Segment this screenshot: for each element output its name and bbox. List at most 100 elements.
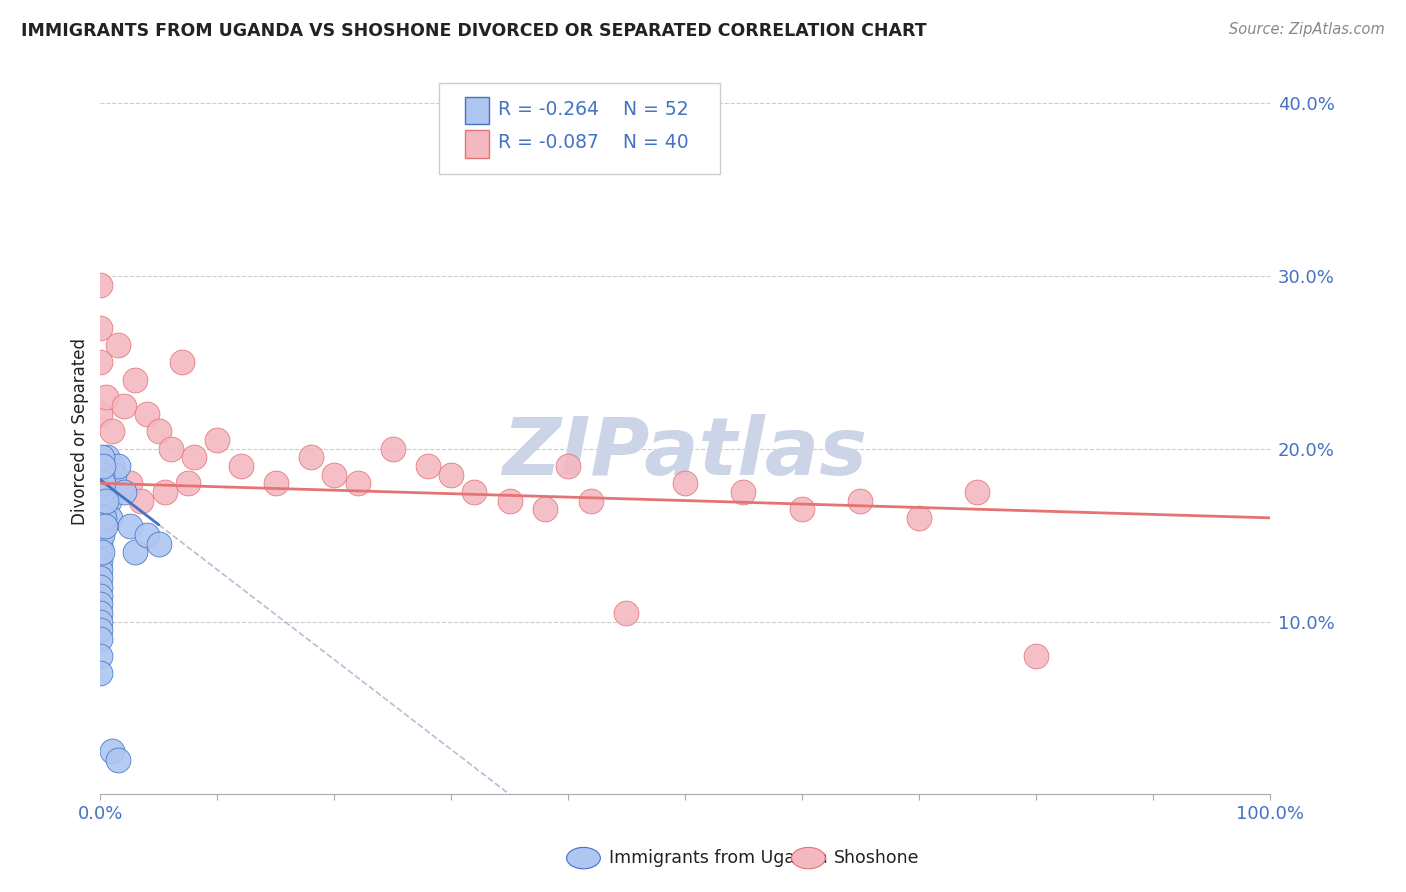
Point [89, 563, 111, 577]
Point [112, 484, 135, 499]
Point [90, 545, 112, 559]
Point [90, 450, 112, 465]
Point [124, 545, 146, 559]
Point [907, 511, 929, 525]
Text: IMMIGRANTS FROM UGANDA VS SHOSHONE DIVORCED OR SEPARATED CORRELATION CHART: IMMIGRANTS FROM UGANDA VS SHOSHONE DIVOR… [21, 22, 927, 40]
Point [183, 450, 205, 465]
Point [299, 450, 322, 465]
Point [98, 511, 121, 525]
Point [849, 493, 872, 508]
Bar [465, 97, 488, 124]
Point [136, 528, 159, 542]
Point [96, 450, 118, 465]
Text: Source: ZipAtlas.com: Source: ZipAtlas.com [1229, 22, 1385, 37]
Point [90, 528, 112, 542]
Point [89, 519, 111, 533]
Point [89, 554, 111, 568]
Point [90, 493, 112, 508]
Point [148, 537, 170, 551]
Point [172, 355, 194, 369]
Point [94, 493, 117, 508]
Point [148, 425, 170, 439]
Point [118, 519, 141, 533]
Point [103, 467, 125, 482]
Point [1025, 649, 1047, 664]
Point [966, 484, 988, 499]
Point [91, 458, 114, 473]
Point [89, 476, 111, 491]
Point [93, 502, 115, 516]
Point [96, 467, 118, 482]
Point [91, 476, 114, 491]
Point [93, 511, 115, 525]
Point [229, 458, 252, 473]
Point [323, 467, 346, 482]
Point [89, 528, 111, 542]
Point [89, 407, 111, 421]
Point [91, 476, 114, 491]
Point [124, 373, 146, 387]
Point [90, 476, 112, 491]
Point [89, 666, 111, 681]
FancyBboxPatch shape [440, 83, 720, 174]
Point [96, 390, 118, 404]
Point [91, 484, 114, 499]
Point [107, 458, 129, 473]
Point [89, 493, 111, 508]
Point [616, 606, 638, 620]
Point [96, 493, 118, 508]
Point [112, 399, 135, 413]
Point [89, 632, 111, 646]
Point [416, 458, 439, 473]
Point [89, 511, 111, 525]
Text: Immigrants from Uganda: Immigrants from Uganda [609, 849, 828, 867]
Point [673, 476, 696, 491]
Bar [465, 130, 488, 158]
Point [264, 476, 287, 491]
Point [440, 467, 463, 482]
Point [129, 493, 152, 508]
Text: R = -0.087    N = 40: R = -0.087 N = 40 [498, 133, 689, 153]
Point [581, 493, 603, 508]
Point [89, 502, 111, 516]
Point [89, 615, 111, 629]
Point [89, 355, 111, 369]
Point [533, 502, 555, 516]
Point [101, 458, 124, 473]
Point [107, 753, 129, 767]
Text: Shoshone: Shoshone [834, 849, 920, 867]
Point [90, 511, 112, 525]
Point [107, 338, 129, 352]
Y-axis label: Divorced or Separated: Divorced or Separated [72, 338, 89, 525]
Text: ZIPatlas: ZIPatlas [502, 414, 868, 492]
Point [89, 589, 111, 603]
Point [89, 277, 111, 292]
Point [93, 484, 115, 499]
Point [498, 493, 520, 508]
Point [463, 484, 485, 499]
Point [94, 519, 117, 533]
Point [136, 407, 159, 421]
Point [381, 442, 404, 456]
Point [89, 571, 111, 585]
Point [557, 458, 579, 473]
Point [89, 623, 111, 637]
Point [89, 597, 111, 611]
Point [89, 320, 111, 334]
Text: R = -0.264    N = 52: R = -0.264 N = 52 [498, 100, 689, 119]
Point [207, 433, 229, 447]
Point [89, 580, 111, 594]
Point [346, 476, 368, 491]
Point [89, 545, 111, 559]
Point [89, 606, 111, 620]
Point [118, 476, 141, 491]
Point [91, 458, 114, 473]
Point [153, 484, 176, 499]
Point [91, 467, 114, 482]
Point [101, 425, 124, 439]
Point [177, 476, 200, 491]
Point [101, 744, 124, 758]
Point [89, 649, 111, 664]
Point [790, 502, 813, 516]
Point [159, 442, 181, 456]
